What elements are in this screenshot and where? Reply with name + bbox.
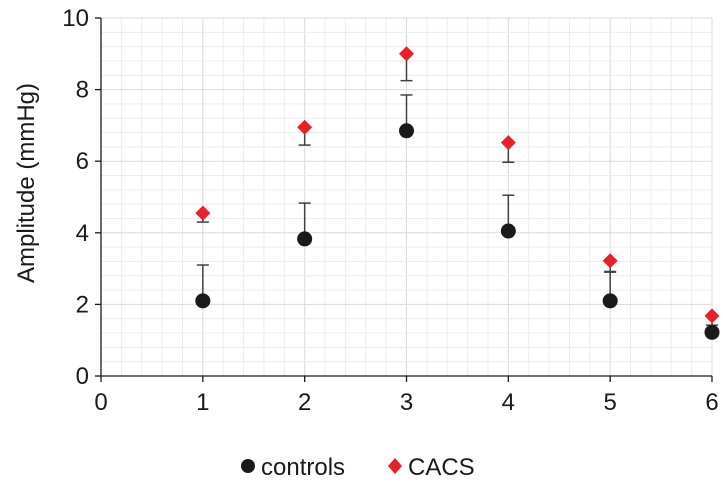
- y-tick-label: 6: [76, 148, 89, 175]
- data-point-cacs: [704, 308, 720, 324]
- data-point-cacs: [297, 119, 313, 135]
- data-point-cacs: [500, 135, 516, 151]
- y-tick-label: 2: [76, 291, 89, 318]
- y-tick-label: 4: [76, 220, 89, 247]
- legend-controls-marker: [241, 459, 255, 473]
- legend: controls CACS: [241, 454, 475, 481]
- data-points: [195, 46, 720, 340]
- x-tick-label: 2: [298, 389, 311, 416]
- y-axis-label: Amplitude (mmHg): [13, 83, 40, 283]
- y-axis-tick-labels: 0 2 4 6 8 10: [62, 5, 89, 390]
- x-tick-label: 5: [603, 389, 616, 416]
- data-point-controls: [602, 293, 618, 309]
- y-tick-label: 8: [76, 77, 89, 104]
- x-tick-label: 0: [94, 389, 107, 416]
- x-tick-label: 4: [502, 389, 515, 416]
- x-axis-tick-labels: 0 1 2 3 4 5 6: [94, 389, 718, 416]
- y-tick-label: 10: [62, 5, 89, 32]
- x-tick-label: 1: [196, 389, 209, 416]
- x-tick-label: 3: [400, 389, 413, 416]
- data-point-controls: [704, 324, 720, 340]
- data-point-controls: [195, 293, 211, 309]
- data-point-cacs: [195, 205, 211, 221]
- data-point-controls: [297, 231, 313, 247]
- data-point-cacs: [602, 253, 618, 269]
- legend-controls-label: controls: [261, 454, 345, 481]
- y-tick-label: 0: [76, 363, 89, 390]
- legend-cacs-marker: [388, 458, 402, 474]
- data-point-controls: [500, 223, 516, 239]
- x-tick-label: 6: [705, 389, 718, 416]
- axes: [95, 17, 713, 382]
- legend-cacs-label: CACS: [408, 454, 475, 481]
- data-point-cacs: [399, 46, 414, 62]
- data-point-controls: [399, 123, 414, 139]
